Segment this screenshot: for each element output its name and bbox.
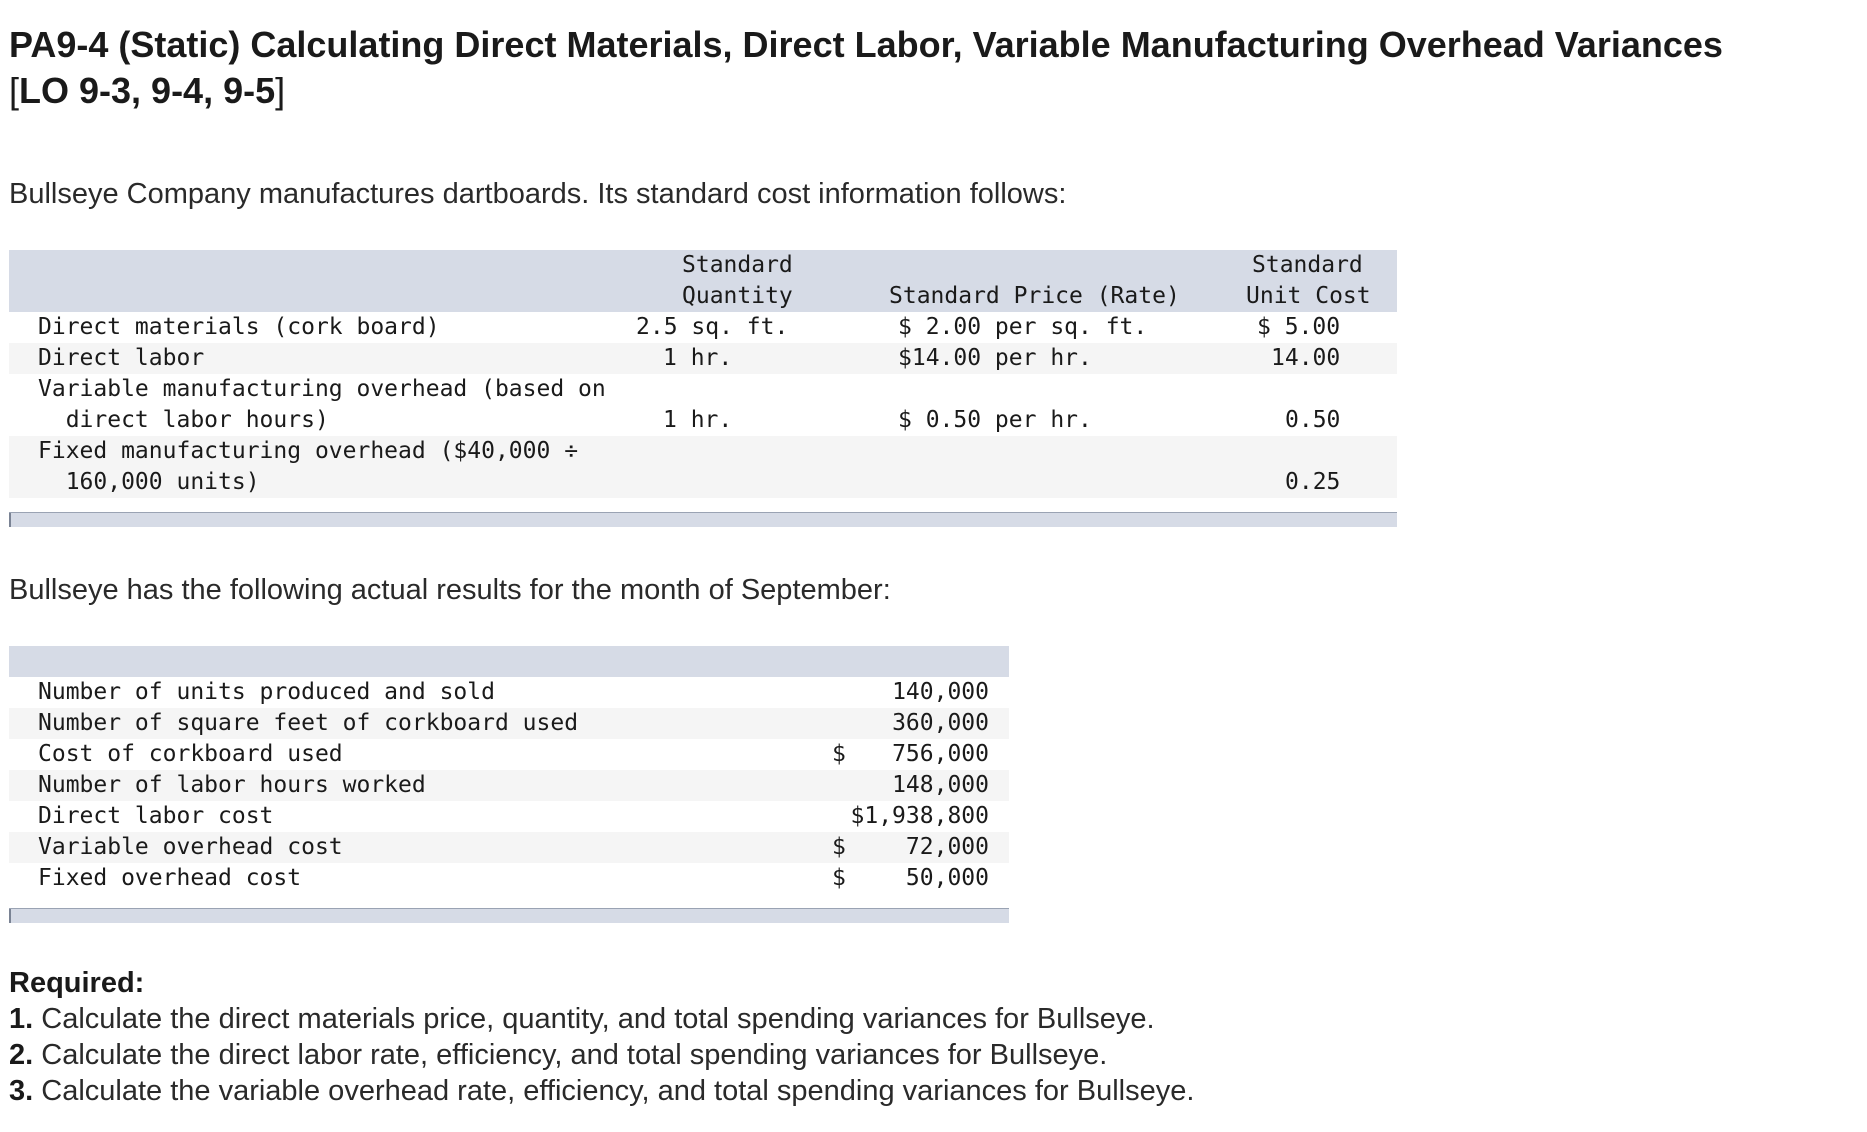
row-value: 50,000 [905,865,989,891]
row-dollar: $ [832,834,846,860]
title-line-2: [LO 9-3, 9-4, 9-5] [9,68,1859,114]
row-dollar: $ [832,865,846,891]
header-unit-cost-2: Unit Cost [1246,283,1371,309]
required-item-number: 3. [9,1075,34,1107]
required-label: Required: [9,967,145,999]
row-price: $ 2.00 per sq. ft. [898,314,1148,340]
row-label: Direct materials (cork board) [38,314,440,340]
required-item-text: Calculate the direct labor rate, efficie… [33,1039,1108,1071]
learning-objectives: LO 9-3, 9-4, 9-5 [19,70,276,111]
standard-cost-table: Standard Quantity Standard Price (Rate) … [9,250,1397,530]
row-label: Fixed overhead cost [38,865,302,891]
row-unit-cost: 14.00 [1271,345,1341,371]
table-row: Variable manufacturing overhead (based o… [9,374,1397,436]
row-label: Number of square feet of corkboard used [38,710,579,736]
row-label: Cost of corkboard used [38,741,343,767]
title-line-1: PA9-4 (Static) Calculating Direct Materi… [9,24,1723,65]
row-quantity: 1 hr. [663,345,733,371]
table-row: Cost of corkboard used $ 756,000 [9,739,1009,770]
required-item-number: 2. [9,1039,34,1071]
required-item-number: 1. [9,1003,34,1035]
row-label: Direct labor cost [38,803,274,829]
row-unit-cost: 0.50 [1285,407,1341,433]
actual-results-intro: Bullseye has the following actual result… [9,574,891,606]
required-item-3: 3. Calculate the variable overhead rate,… [9,1073,1194,1109]
title-bracket-open: [ [9,70,20,111]
table-row: Direct labor 1 hr. $14.00 per hr. 14.00 [9,343,1397,374]
row-label: Direct labor [38,345,205,371]
header-standard-quantity-2: Quantity [682,283,793,309]
required-item-2: 2. Calculate the direct labor rate, effi… [9,1037,1194,1073]
table-row: Fixed manufacturing overhead ($40,000 ÷ … [9,436,1397,498]
table-row: Number of units produced and sold 140,00… [9,677,1009,708]
problem-title: PA9-4 (Static) Calculating Direct Materi… [9,22,1859,114]
intro-text: Bullseye Company manufactures dartboards… [9,178,1067,210]
row-label: Variable overhead cost [38,834,343,860]
row-label: Fixed manufacturing overhead ($40,000 ÷ [38,438,579,464]
row-unit-cost: $ 5.00 [1257,314,1341,340]
table-row: Fixed overhead cost $ 50,000 [9,863,1009,894]
row-price: $ 0.50 per hr. [898,407,1092,433]
table-row: Direct labor cost $1,938,800 [9,801,1009,832]
title-bracket-close: ] [275,70,286,111]
row-value: 72,000 [905,834,989,860]
table-row: Number of labor hours worked 148,000 [9,770,1009,801]
actual-results-table: Number of units produced and sold 140,00… [9,646,1009,926]
table-row: Direct materials (cork board) 2.5 sq. ft… [9,312,1397,343]
row-quantity: 1 hr. [663,407,733,433]
row-label: Variable manufacturing overhead (based o… [38,376,606,402]
row-value: 148,000 [892,772,989,798]
row-label-continued: direct labor hours) [38,407,329,433]
row-value: $1,938,800 [850,803,989,829]
row-value: 140,000 [892,679,989,705]
table-row: Number of square feet of corkboard used … [9,708,1009,739]
row-label-continued: 160,000 units) [38,469,260,495]
table-footer-bar [9,908,1009,923]
row-value: 756,000 [892,741,989,767]
header-unit-cost-1: Standard [1252,252,1363,278]
table-header: Standard Quantity Standard Price (Rate) … [9,250,1397,312]
table-row: Variable overhead cost $ 72,000 [9,832,1009,863]
row-price: $14.00 per hr. [898,345,1092,371]
required-item-text: Calculate the variable overhead rate, ef… [33,1075,1195,1107]
row-dollar: $ [832,741,846,767]
row-value: 360,000 [892,710,989,736]
required-item-text: Calculate the direct materials price, qu… [33,1003,1155,1035]
header-standard-quantity-1: Standard [682,252,793,278]
required-item-1: 1. Calculate the direct materials price,… [9,1001,1194,1037]
row-quantity: 2.5 sq. ft. [636,314,789,340]
row-unit-cost: 0.25 [1285,469,1341,495]
table-footer-bar [9,512,1397,527]
table-header [9,646,1009,677]
row-label: Number of labor hours worked [38,772,426,798]
row-label: Number of units produced and sold [38,679,495,705]
header-standard-price: Standard Price (Rate) [889,283,1180,309]
required-section: Required: 1. Calculate the direct materi… [9,965,1194,1109]
